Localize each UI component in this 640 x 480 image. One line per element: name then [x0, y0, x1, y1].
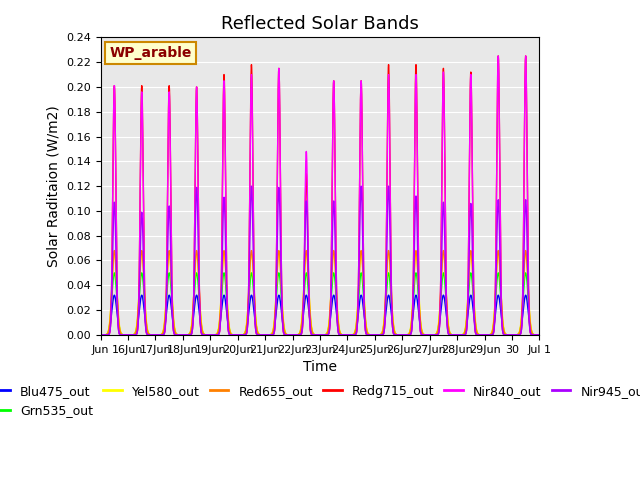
Line: Redg715_out: Redg715_out: [100, 56, 540, 335]
Grn535_out: [266, 332, 273, 338]
Nir840_out: [112, 186, 120, 192]
Yel580_out: [431, 332, 439, 337]
Yel580_out: [112, 267, 120, 273]
Redg715_out: [112, 186, 120, 192]
Yel580_out: [353, 320, 360, 325]
Grn535_out: [353, 323, 360, 329]
Nir840_out: [431, 332, 439, 338]
Nir840_out: [522, 53, 529, 59]
Yel580_out: [97, 332, 104, 338]
Line: Nir945_out: Nir945_out: [100, 186, 540, 335]
Y-axis label: Solar Raditaion (W/m2): Solar Raditaion (W/m2): [47, 105, 60, 267]
Line: Yel580_out: Yel580_out: [100, 254, 540, 335]
Yel580_out: [303, 254, 311, 260]
Redg715_out: [289, 332, 296, 338]
Nir840_out: [289, 332, 296, 338]
Redg715_out: [303, 187, 311, 192]
Red655_out: [266, 332, 273, 338]
Blu475_out: [111, 292, 118, 298]
Red655_out: [536, 332, 543, 338]
Nir945_out: [112, 247, 120, 253]
Red655_out: [111, 248, 118, 253]
Nir945_out: [353, 329, 360, 335]
Nir945_out: [303, 212, 311, 218]
Nir945_out: [364, 332, 372, 338]
Redg715_out: [536, 332, 543, 338]
Nir840_out: [536, 332, 543, 338]
Line: Blu475_out: Blu475_out: [100, 295, 540, 335]
Blu475_out: [431, 332, 439, 337]
Red655_out: [303, 251, 311, 257]
Grn535_out: [522, 270, 529, 276]
Blu475_out: [536, 332, 543, 338]
Yel580_out: [364, 331, 372, 336]
Title: Reflected Solar Bands: Reflected Solar Bands: [221, 15, 419, 33]
Legend: Blu475_out, Grn535_out, Yel580_out, Red655_out, Redg715_out, Nir840_out, Nir945_: Blu475_out, Grn535_out, Yel580_out, Red6…: [0, 380, 640, 422]
Nir945_out: [536, 332, 543, 338]
Nir840_out: [97, 332, 104, 338]
Nir945_out: [124, 332, 132, 338]
Grn535_out: [536, 332, 543, 338]
Nir840_out: [266, 332, 273, 338]
Nir945_out: [248, 183, 255, 189]
Redg715_out: [522, 53, 529, 59]
Red655_out: [353, 322, 360, 327]
Blu475_out: [303, 294, 311, 300]
Line: Red655_out: Red655_out: [100, 251, 540, 335]
Redg715_out: [431, 332, 439, 338]
Nir840_out: [303, 167, 311, 172]
Nir840_out: [353, 330, 360, 336]
Redg715_out: [364, 332, 372, 338]
Text: WP_arable: WP_arable: [109, 46, 192, 60]
Red655_out: [97, 332, 104, 338]
Blu475_out: [266, 332, 273, 338]
Nir945_out: [266, 332, 273, 338]
Redg715_out: [353, 330, 360, 336]
Blu475_out: [97, 332, 104, 338]
Red655_out: [431, 332, 439, 337]
Grn535_out: [431, 332, 439, 337]
Red655_out: [364, 331, 372, 337]
Blu475_out: [353, 326, 360, 332]
Redg715_out: [266, 332, 273, 338]
Nir945_out: [431, 332, 439, 338]
Redg715_out: [97, 332, 104, 338]
Line: Grn535_out: Grn535_out: [100, 273, 540, 335]
X-axis label: Time: Time: [303, 360, 337, 374]
Blu475_out: [364, 331, 372, 337]
Grn535_out: [97, 332, 104, 338]
Yel580_out: [266, 332, 273, 338]
Blu475_out: [112, 300, 120, 306]
Grn535_out: [112, 281, 120, 287]
Yel580_out: [536, 332, 543, 338]
Grn535_out: [303, 272, 311, 277]
Nir945_out: [97, 332, 104, 338]
Nir840_out: [364, 332, 372, 338]
Grn535_out: [364, 331, 372, 336]
Line: Nir840_out: Nir840_out: [100, 56, 540, 335]
Yel580_out: [111, 252, 118, 257]
Red655_out: [112, 266, 120, 272]
